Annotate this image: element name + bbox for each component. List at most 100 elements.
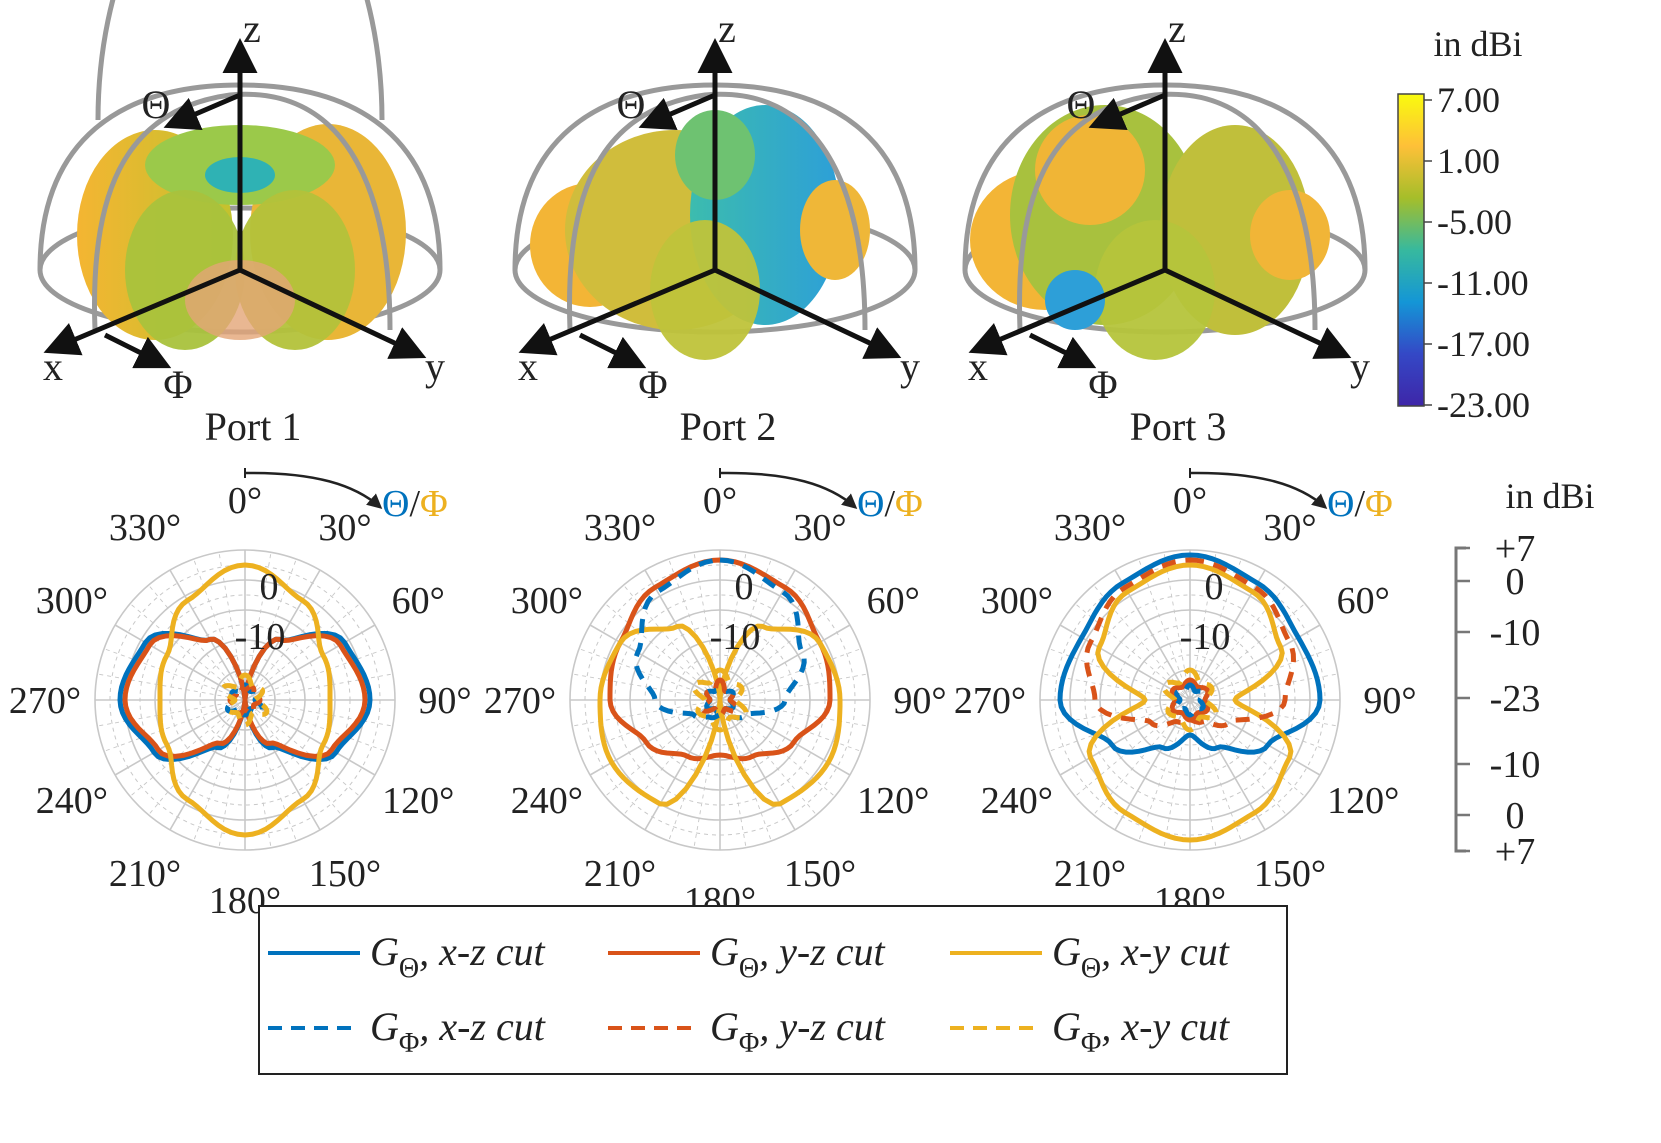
pol-key-arrow: [244, 471, 383, 509]
radial-scale-title: in dBi: [1505, 476, 1594, 516]
legend-entry: GΘ, x-y cut: [950, 929, 1230, 984]
polar-grid-spoke: [148, 584, 246, 701]
polar-angle-label: 300°: [981, 580, 1053, 622]
pattern-lobe-far-right: [1250, 190, 1330, 280]
z-axis-label: z: [243, 6, 261, 51]
pol-key-sep: /: [884, 483, 895, 525]
polar-angle-label: 120°: [382, 780, 454, 822]
z-axis-label: z: [718, 6, 736, 51]
ring-label: -10: [1180, 616, 1231, 658]
legend-text: , y-z cut: [759, 1004, 885, 1049]
polar-grid-spoke: [719, 584, 817, 701]
polar-angle-label: 60°: [392, 580, 445, 622]
meridian-arc-2: [92, 91, 393, 331]
x-axis-label: x: [968, 344, 988, 389]
pol-key: Θ/Φ: [1327, 483, 1393, 525]
colorbar-tick-label: 1.00: [1437, 141, 1500, 181]
ring-label: 0: [260, 566, 279, 608]
series-line-6: [691, 667, 749, 733]
polar-angle-label: 120°: [857, 780, 929, 822]
polar-angle-label: 330°: [1054, 507, 1126, 549]
legend-label: GΦ, x-y cut: [1052, 1004, 1230, 1059]
y-axis-label: y: [425, 344, 445, 389]
ring-label: -10: [235, 616, 286, 658]
polar-grid-spoke: [1042, 699, 1191, 727]
polar-angle-label: 120°: [1327, 780, 1399, 822]
polar-grid-spoke: [1138, 558, 1191, 701]
polar-grid-spoke: [1189, 699, 1338, 727]
polar-angle-label: 90°: [418, 680, 471, 722]
legend-entry: GΦ, x-z cut: [268, 1004, 546, 1059]
polar-grid-spoke: [244, 603, 361, 701]
colorbar-tick-label: 7.00: [1437, 80, 1500, 120]
radial-scale-bracket: [1454, 546, 1466, 853]
x-axis-label: x: [518, 344, 538, 389]
polar-grid-spoke: [1189, 699, 1217, 848]
legend-subscript: Θ: [739, 953, 759, 984]
polar-grid-spoke: [1189, 699, 1321, 776]
polar-angle-label: 0°: [228, 480, 262, 522]
colorbar-tick-label: -23.00: [1437, 385, 1530, 425]
pol-key: Θ/Φ: [857, 483, 923, 525]
polar-grid-spoke: [103, 699, 246, 752]
pol-key-sep: /: [1354, 483, 1365, 525]
x-axis-label: x: [43, 344, 63, 389]
series-line-5: [227, 684, 263, 716]
series-line-2: [122, 633, 368, 759]
ring-label: 0: [1205, 566, 1224, 608]
pol-key-theta: Θ: [382, 483, 409, 525]
polar-grid-spoke: [114, 699, 246, 776]
legend-text: , y-z cut: [759, 929, 885, 974]
polar-angle-label: 240°: [36, 780, 108, 822]
polar-angle-label: 330°: [109, 507, 181, 549]
pattern-lobe-gold: [1035, 115, 1145, 225]
polar-grid-spoke: [97, 673, 246, 701]
polar-angle-label: 210°: [584, 853, 656, 895]
legend-symbol: G: [370, 929, 399, 974]
legend-text: , x-z cut: [419, 1004, 545, 1049]
polar-grid-spoke: [572, 673, 721, 701]
polar-grid-spoke: [244, 673, 393, 701]
polar-angle-label: 210°: [1054, 853, 1126, 895]
radial-scale-ticks: +70-10-23-100+7: [1454, 528, 1540, 873]
legend-subscript: Θ: [1081, 953, 1101, 984]
polar-grid-spoke: [97, 699, 246, 727]
axis-labels-3d: z Θx y Φ Port 1 z Θx y Φ Port 2 z Θx y Φ Port 3: [43, 6, 1370, 449]
legend-entry: GΦ, y-z cut: [608, 1004, 886, 1059]
pattern-3d-port-2: [512, 38, 918, 369]
series-line-5: [1084, 557, 1296, 729]
polar-grid-spoke: [244, 569, 321, 701]
pattern-lobe-front: [650, 220, 760, 360]
phi-arrow: [578, 332, 647, 369]
y-axis-line: [713, 267, 902, 359]
radial-scale: in dBi +70-10-23-100+7: [1454, 476, 1595, 873]
series-line-4: [633, 557, 807, 721]
polar-grid-spoke: [1189, 584, 1287, 701]
polar-grid-spoke: [244, 699, 393, 727]
phi-label: Φ: [163, 362, 192, 407]
polar-angle-label: 150°: [309, 853, 381, 895]
x-axis-line: [43, 267, 241, 356]
polar-angle-label: 300°: [511, 580, 583, 622]
series-line-4: [1174, 682, 1206, 718]
colorbar-tick-label: -11.00: [1437, 263, 1529, 303]
pol-key-theta: Θ: [1327, 483, 1354, 525]
colorbar-ticks: 7.00 1.00 -5.00 -11.00 -17.00 -23.00: [1424, 80, 1530, 425]
pattern-3d-port-1: [37, 0, 443, 369]
polar-grid-spoke: [668, 558, 721, 701]
polar-grid-spoke: [244, 558, 297, 701]
polar-grid-spoke: [1189, 673, 1338, 701]
legend-subscript: Φ: [399, 1028, 419, 1059]
polar-plots: 0-100°30°60°90°120°150°180°210°240°270°3…: [9, 468, 1417, 922]
z-axis-label: z: [1168, 6, 1186, 51]
polar-angle-label: 30°: [1263, 507, 1316, 549]
radial-scale-tick-label: 0: [1506, 795, 1525, 837]
meridian-arc-2: [1017, 91, 1318, 331]
pattern-3d-port-3: [962, 38, 1368, 369]
theta-arrow: [163, 92, 241, 131]
y-axis-line: [238, 267, 427, 359]
pol-key-theta: Θ: [857, 483, 884, 525]
radial-scale-tick-label: +7: [1495, 831, 1535, 873]
colorbar-title: in dBi: [1433, 24, 1522, 64]
theta-arrow: [638, 92, 716, 131]
